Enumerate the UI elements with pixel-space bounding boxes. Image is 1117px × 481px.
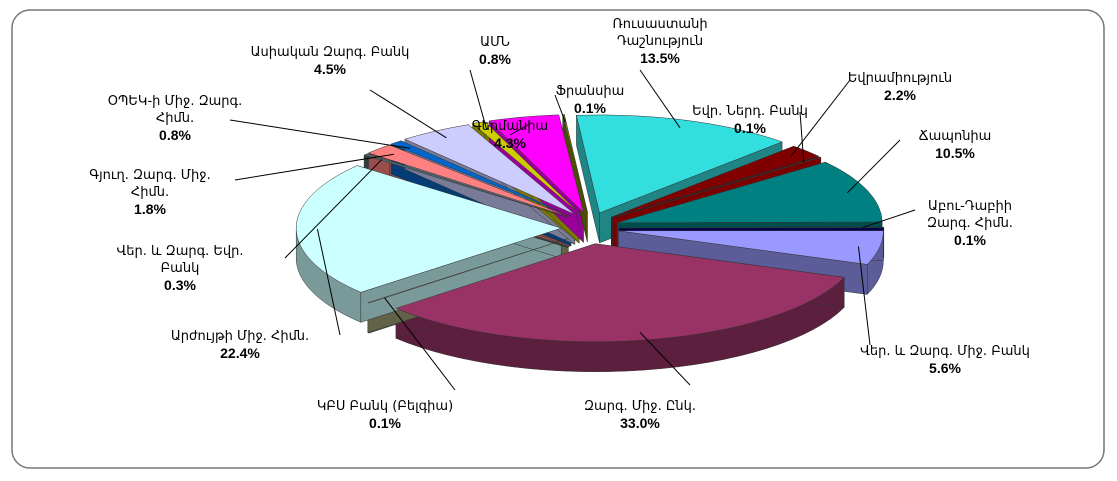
slice [295, 165, 563, 293]
leader-line [384, 297, 456, 391]
slice [367, 238, 569, 304]
value-label: 0.8% [479, 51, 511, 67]
category-label: Ռուսաստանի Դաշնություն [612, 17, 708, 49]
slice-label: Աբու-Դաբիի Զարգ. Հիմն. 0.1% [910, 198, 1030, 249]
category-label: Գյուղ. Զարգ. Միջ. Հիմն. [89, 168, 211, 200]
slice-label: Եվրամիություն 2.2% [830, 70, 970, 104]
slice-label: Գերմանիա 4.3% [460, 118, 560, 152]
value-label: 0.1% [369, 415, 401, 431]
leader-line [857, 246, 871, 346]
leader-line [639, 69, 681, 129]
category-label: Ճապոնիա [918, 129, 992, 144]
slice-label: Վեր. և Զարգ. Միջ. Բանկ 5.6% [855, 343, 1035, 377]
value-label: 4.3% [494, 135, 526, 151]
leader-line [639, 332, 691, 386]
slice [617, 161, 883, 223]
leader-line [862, 209, 916, 229]
slice-label: Ասիական Զարգ. Բանկ 4.5% [230, 44, 430, 78]
leader-line [554, 94, 566, 123]
slice-label: Վեր. և Զարգ. Եվր. Բանկ 0.3% [105, 243, 255, 294]
category-label: Վեր. և Զարգ. Միջ. Բանկ [860, 344, 1030, 359]
value-label: 1.8% [134, 201, 166, 217]
value-label: 0.8% [159, 127, 191, 143]
category-label: Զարգ. Միջ. Ընկ. [584, 399, 696, 414]
value-label: 33.0% [620, 415, 660, 431]
slice [611, 145, 820, 218]
value-label: 0.1% [574, 100, 606, 116]
category-label: Գերմանիա [471, 119, 549, 134]
leader-line [316, 228, 341, 336]
slice-label: ԿԲՍ Բանկ (Բելգիա) 0.1% [290, 398, 480, 432]
leader-line [846, 139, 901, 194]
slice [363, 153, 569, 218]
value-label: 13.5% [640, 50, 680, 66]
leader-line [469, 69, 488, 130]
slice [612, 156, 822, 219]
slice-label: Արժույթի Միջ. Հիմն. 22.4% [135, 328, 345, 362]
slice-label: Զարգ. Միջ. Ընկ. 33.0% [555, 398, 725, 432]
slice [390, 140, 572, 217]
slice [576, 114, 783, 214]
slice [618, 230, 884, 265]
frame [11, 9, 1105, 469]
value-label: 4.5% [314, 61, 346, 77]
value-label: 22.4% [220, 345, 260, 361]
value-label: 0.1% [734, 120, 766, 136]
category-label: Արժույթի Միջ. Հիմն. [170, 329, 310, 344]
slice-label: Ճապոնիա 10.5% [900, 128, 1010, 162]
category-label: Աբու-Դաբիի Զարգ. Հիմն. [927, 199, 1013, 231]
slice [395, 243, 845, 342]
leader-line [284, 159, 383, 259]
value-label: 10.5% [935, 145, 975, 161]
value-label: 0.3% [164, 277, 196, 293]
category-label: Ասիական Զարգ. Բանկ [250, 45, 410, 60]
slice [488, 114, 584, 214]
slice-label: Գյուղ. Զարգ. Միջ. Հիմն. 1.8% [75, 167, 225, 218]
slice-label: ՕՊԵԿ-ի Միջ. Զարգ. Հիմն. 0.8% [90, 93, 260, 144]
category-label: Վեր. և Զարգ. Եվր. Բանկ [116, 244, 244, 276]
leader-line [799, 111, 805, 163]
slice-label: Ֆրանսիա 0.1% [540, 83, 640, 117]
category-label: ԿԲՍ Բանկ (Բելգիա) [316, 399, 454, 414]
value-label: 0.1% [954, 232, 986, 248]
slice-label: ԱՄՆ 0.8% [460, 34, 530, 68]
leader-line [229, 119, 411, 149]
category-label: Եվր. Ներդ. Բանկ [692, 104, 808, 119]
slice-label: Ռուսաստանի Դաշնություն 13.5% [585, 16, 735, 67]
leader-line [790, 79, 851, 157]
category-label: Ֆրանսիա [555, 84, 625, 99]
leader-line [509, 124, 529, 136]
slice-label: Եվր. Ներդ. Բանկ 0.1% [670, 103, 830, 137]
category-label: Եվրամիություն [847, 71, 953, 86]
leader-line [369, 89, 447, 139]
value-label: 5.6% [929, 360, 961, 376]
leader-line [234, 153, 394, 181]
category-label: ՕՊԵԿ-ի Միջ. Զարգ. Հիմն. [107, 94, 243, 126]
slice [618, 226, 885, 229]
category-label: ԱՄՆ [480, 35, 510, 50]
value-label: 2.2% [884, 87, 916, 103]
